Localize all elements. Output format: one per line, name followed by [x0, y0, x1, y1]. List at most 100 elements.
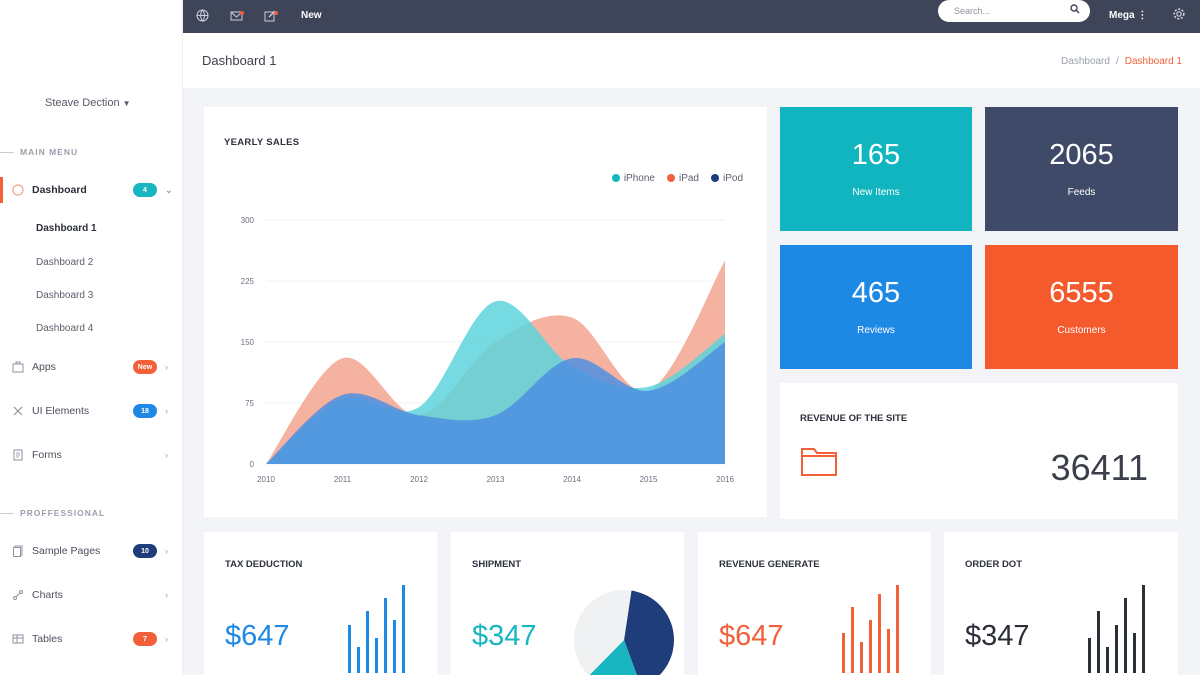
yearly-sales-chart: 0 75 150 225 300 2010 2011 2012 2013 2014 2015 2016 — [241, 216, 735, 484]
more-vertical-icon: ⋮ — [1137, 10, 1148, 21]
sidebar-subitem-dashboard-2[interactable]: Dashboard 2 — [36, 257, 94, 268]
stat-value: 165 — [851, 139, 901, 171]
chevron-right-icon: › — [165, 362, 168, 372]
card-value: $347 — [965, 620, 1030, 652]
chevron-right-icon: › — [165, 590, 168, 600]
search-box — [938, 0, 1090, 22]
count-badge: 7 — [133, 632, 157, 646]
notification-dot — [274, 11, 278, 15]
dashboard-icon — [12, 184, 24, 196]
revenue-value: 36411 — [1050, 447, 1148, 488]
mini-bar — [878, 594, 881, 673]
mini-bar — [402, 585, 405, 673]
breadcrumb-link[interactable]: Dashboard — [1061, 56, 1110, 67]
chevron-right-icon: › — [165, 450, 168, 460]
chevron-right-icon: › — [165, 634, 168, 644]
sidebar-subitem-dashboard-4[interactable]: Dashboard 4 — [36, 323, 94, 334]
chevron-right-icon: › — [165, 546, 168, 556]
search-icon[interactable] — [1070, 4, 1080, 17]
sidebar-item-charts[interactable]: Charts › — [0, 582, 183, 608]
sidebar: Steave Dection ▼ MAIN MENU Dashboard 4 ⌄ … — [0, 0, 183, 675]
chevron-right-icon: › — [165, 406, 168, 416]
page-title: Dashboard 1 — [202, 53, 277, 68]
sidebar-item-forms[interactable]: Forms › — [0, 442, 183, 468]
mini-bar — [1115, 625, 1118, 673]
mini-bar-chart — [842, 585, 899, 673]
sidebar-item-sample-pages[interactable]: Sample Pages 10 › — [0, 538, 183, 564]
sidebar-item-label: Charts — [32, 589, 63, 601]
sidebar-item-apps[interactable]: Apps New › — [0, 354, 183, 380]
pie-slice — [589, 640, 637, 675]
x-tick-label: 2012 — [410, 475, 428, 484]
edit-icon[interactable] — [263, 9, 278, 23]
pages-icon — [12, 545, 24, 557]
x-tick-label: 2010 — [257, 475, 275, 484]
mini-bar — [887, 629, 890, 673]
order-dot-card: ORDER DOT $347 — [944, 532, 1178, 675]
section-main-menu: MAIN MENU — [0, 147, 78, 157]
stat-tile-reviews[interactable]: 465 Reviews — [780, 245, 972, 369]
area-series-ipod — [266, 342, 725, 464]
notification-dot — [240, 11, 244, 15]
folder-icon — [801, 448, 837, 476]
y-tick-label: 0 — [250, 460, 255, 469]
stat-label: New Items — [852, 187, 900, 198]
sidebar-item-label: Forms — [32, 449, 62, 461]
sidebar-subitem-dashboard-3[interactable]: Dashboard 3 — [36, 290, 94, 301]
tax-deduction-card: TAX DEDUCTION $647 — [204, 532, 437, 675]
legend-label: iPhone — [623, 173, 655, 184]
sidebar-item-ui-elements[interactable]: UI Elements 18 › — [0, 398, 183, 424]
gear-icon[interactable] — [1173, 8, 1185, 23]
mini-bar — [393, 620, 396, 673]
stat-tile-new-items[interactable]: 165 New Items — [780, 107, 972, 231]
x-tick-label: 2011 — [334, 475, 352, 484]
charts-icon — [12, 589, 24, 601]
count-badge: 10 — [133, 544, 157, 558]
legend-label: iPad — [678, 173, 699, 184]
card-title: TAX DEDUCTION — [225, 559, 303, 570]
sidebar-item-label: Sample Pages — [32, 545, 101, 557]
ui-elements-icon — [12, 405, 24, 417]
globe-icon[interactable] — [195, 9, 209, 23]
y-tick-label: 225 — [241, 277, 255, 286]
x-tick-label: 2016 — [716, 475, 734, 484]
user-menu[interactable]: Steave Dection ▼ — [45, 97, 131, 109]
count-badge: 4 — [133, 183, 157, 197]
sidebar-item-tables[interactable]: Tables 7 › — [0, 626, 183, 652]
card-title: REVENUE OF THE SITE — [800, 413, 908, 424]
y-tick-label: 150 — [241, 338, 255, 347]
mini-bar — [1097, 611, 1100, 673]
mini-bar — [851, 607, 854, 673]
card-title: ORDER DOT — [965, 559, 1022, 570]
legend-dot — [666, 174, 675, 182]
mini-bar — [869, 620, 872, 673]
sidebar-subitem-dashboard-1[interactable]: Dashboard 1 — [36, 223, 97, 234]
mega-label: Mega — [1109, 10, 1135, 21]
mini-bar — [357, 647, 360, 673]
legend-item-ipod: iPod — [710, 173, 743, 184]
stat-label: Reviews — [857, 325, 895, 336]
mini-bar — [1124, 598, 1127, 673]
new-button[interactable]: New — [301, 10, 322, 21]
stat-tile-feeds[interactable]: 2065 Feeds — [985, 107, 1178, 231]
x-tick-label: 2015 — [640, 475, 658, 484]
section-professional: PROFFESSIONAL — [0, 508, 105, 518]
chart-legend: iPhone iPad iPod — [611, 173, 743, 184]
stat-tile-customers[interactable]: 6555 Customers — [985, 245, 1178, 369]
mini-bar-chart — [1088, 585, 1145, 673]
mini-pie-chart — [574, 590, 674, 675]
mega-menu-button[interactable]: Mega ⋮ — [1109, 10, 1147, 21]
card-title: SHIPMENT — [472, 559, 522, 570]
breadcrumb-separator: / — [1115, 56, 1119, 67]
mini-bar — [860, 642, 863, 673]
card-title: YEARLY SALES — [224, 137, 300, 148]
mail-icon[interactable] — [229, 9, 244, 23]
sidebar-item-dashboard[interactable]: Dashboard 4 ⌄ — [0, 177, 183, 203]
sidebar-item-label: Dashboard — [32, 184, 87, 196]
search-input[interactable] — [954, 4, 1064, 18]
mini-bar — [896, 585, 899, 673]
user-name: Steave Dection — [45, 97, 120, 109]
breadcrumb: Dashboard / Dashboard 1 — [1061, 56, 1182, 67]
legend-dot — [710, 174, 719, 182]
mini-bar — [348, 625, 351, 673]
